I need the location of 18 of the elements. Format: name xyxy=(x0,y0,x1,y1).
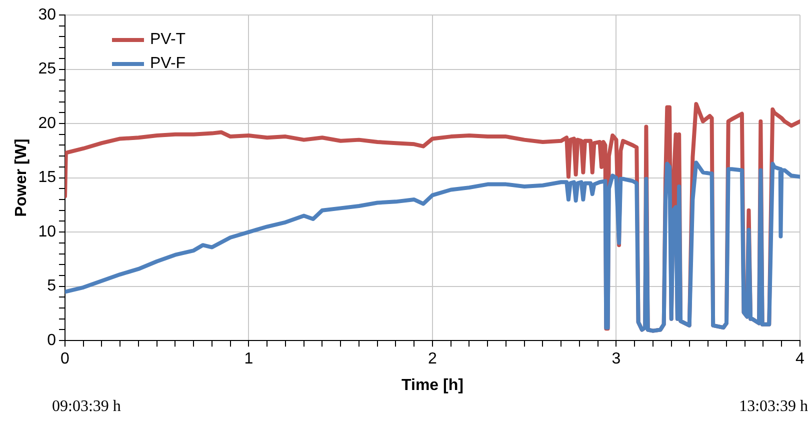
y-tick-label: 10 xyxy=(38,223,56,240)
y-tick-label: 0 xyxy=(47,332,56,350)
text: 09:03:39 h xyxy=(52,398,121,416)
legend-label: PV-T xyxy=(150,30,186,50)
x-tick-label: 1 xyxy=(244,350,254,368)
y-tick-label: 15 xyxy=(38,169,56,186)
text: 13:03:39 h xyxy=(739,398,808,416)
legend-label: PV-F xyxy=(150,54,186,74)
x-tick-label: 2 xyxy=(428,350,438,368)
x-tick-label: 3 xyxy=(612,350,621,368)
x-axis-title: Time [h] xyxy=(402,376,464,394)
y-tick-label: 25 xyxy=(38,60,56,78)
y-axis-title: Power [W] xyxy=(13,138,30,217)
y-tick-label: 30 xyxy=(38,6,56,24)
y-tick-label: 20 xyxy=(38,114,56,132)
x-tick-label: 0 xyxy=(60,350,70,368)
x-tick-label: 4 xyxy=(796,350,805,368)
y-tick-label: 5 xyxy=(47,278,56,295)
